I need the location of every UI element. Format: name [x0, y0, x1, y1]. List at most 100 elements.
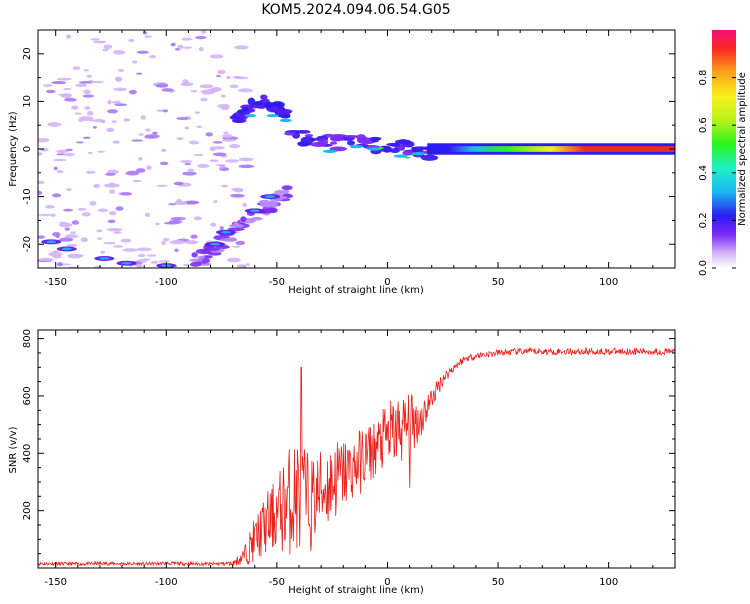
spectrogram-scatter-mark — [66, 34, 72, 39]
spectrogram-scatter-mark — [182, 171, 197, 176]
spectrogram-scatter-mark — [38, 213, 53, 216]
spectrogram-scatter-mark — [96, 237, 103, 240]
spectrogram-scatter-mark — [112, 140, 120, 144]
spectrogram-scatter-mark — [59, 237, 74, 242]
spectrogram-scatter-mark — [140, 115, 147, 120]
spectrogram-scatter-mark — [205, 132, 213, 137]
spectrogram-scatter-mark — [93, 183, 101, 188]
snr-x-tick-label: 100 — [599, 577, 618, 588]
spectrogram-scatter-mark — [225, 159, 240, 163]
spectrogram-scatter-mark — [144, 134, 160, 139]
spectrogram-scatter-mark — [135, 168, 146, 173]
spectrogram-scatter-mark — [169, 239, 186, 245]
spectrogram-scatter-mark — [106, 127, 115, 133]
spectrogram-scatter-mark — [85, 170, 96, 174]
spectrogram-scatter-mark — [64, 234, 79, 239]
spectrogram-lower-branch-mark — [260, 201, 277, 208]
spectrogram-scatter-mark — [111, 100, 121, 104]
spectrogram-x-tick-label: -100 — [155, 277, 178, 288]
spectrogram-scatter-mark — [47, 122, 62, 127]
spectrogram-scatter-mark — [173, 200, 188, 206]
spectrogram-scatter-mark — [190, 234, 198, 239]
spectrogram-scatter-mark — [42, 84, 53, 87]
spectrogram-scatter-mark — [83, 89, 91, 95]
snr-x-tick-label: 50 — [492, 577, 505, 588]
spectrogram-scatter-mark — [216, 74, 222, 78]
spectrogram-scatter-mark — [213, 200, 218, 204]
spectrogram-scatter-mark — [82, 136, 91, 140]
spectrogram-y-tick-label: 0 — [22, 146, 33, 152]
spectrogram-scatter-mark — [103, 241, 116, 245]
spectrogram-scatter-mark — [162, 237, 170, 242]
spectrogram-lower-branch-mark — [227, 227, 245, 231]
spectrogram-x-tick-label: -50 — [269, 277, 285, 288]
colorbar: 0.0 0.2 0.4 0.6 0.8 Normalized spectral ampl… — [698, 30, 748, 276]
spectrogram-scatter-mark — [198, 47, 204, 52]
spectrogram-transition-mark — [420, 154, 439, 161]
spectrogram-scatter-mark — [106, 227, 123, 232]
spectrogram-upper-arc-core — [244, 114, 257, 118]
spectrogram-lower-patch-core — [61, 247, 72, 251]
spectrogram-scatter-mark — [187, 168, 195, 172]
spectrogram-scatter-mark — [38, 152, 43, 156]
spectrogram-scatter-mark — [118, 68, 125, 72]
spectrogram-upper-arc-core — [266, 114, 279, 118]
spectrogram-scatter-mark — [196, 163, 210, 169]
spectrogram-upper-arc-mark — [260, 94, 268, 100]
spectrogram-transition-mark — [310, 141, 326, 147]
snr-x-tick-label: 0 — [384, 577, 390, 588]
spectrogram-scatter-mark — [155, 222, 160, 226]
spectrogram-scatter-mark — [130, 139, 144, 142]
spectrogram-scatter-mark — [196, 125, 203, 129]
colorbar-tick-label: 0.0 — [698, 260, 709, 276]
spectrogram-scatter-mark — [212, 152, 227, 157]
spectrogram-scatter-mark — [92, 40, 106, 43]
spectrogram-lower-branch-mark — [197, 255, 206, 260]
spectrogram-scatter-mark — [82, 94, 95, 98]
spectrogram-y-tick-label: -20 — [22, 236, 33, 252]
spectrogram-scatter-mark — [170, 42, 176, 47]
spectrogram-scatter-mark — [45, 89, 56, 94]
spectrogram-scatter-mark — [89, 201, 97, 206]
spectrogram-scatter-mark — [59, 222, 73, 228]
snr-frame — [37, 329, 676, 569]
spectrogram-scatter-mark — [161, 240, 167, 246]
spectrogram-lower-patch-core — [46, 240, 57, 244]
spectrogram-scatter-mark — [63, 152, 76, 157]
spectrogram-scatter-mark — [238, 88, 254, 93]
spectrogram-transition-mark — [295, 129, 311, 134]
spectrogram-x-tick-label: 100 — [599, 277, 618, 288]
spectrogram-lower-branch-mark — [204, 247, 220, 252]
snr-x-tick-label: -150 — [44, 577, 67, 588]
spectrogram-x-tick-label: -150 — [44, 277, 67, 288]
spectrogram-lower-patch-core — [209, 242, 220, 246]
spectrogram-lower-patch-core — [265, 195, 276, 198]
spectrogram-scatter-mark — [71, 220, 80, 225]
colorbar-tick-label: 0.2 — [698, 212, 709, 228]
spectrogram-transition-mark — [410, 146, 429, 150]
spectrogram-scatter-mark — [209, 159, 219, 163]
spectrogram-scatter-mark — [92, 126, 97, 129]
colorbar-ticks: 0.0 0.2 0.4 0.6 0.8 — [698, 70, 736, 276]
spectrogram-x-axis-label: Height of straight line (km) — [288, 285, 424, 296]
spectrogram-scatter-mark — [229, 84, 239, 89]
snr-panel: -150 -100 -50 0 50 100 200 400 600 800 Height of … — [8, 329, 676, 596]
figure-title: KOM5.2024.094.06.54.G05 — [261, 2, 450, 18]
spectrogram-y-axis-label: Frequency (Hz) — [8, 111, 19, 187]
spectrogram-transition-core — [349, 145, 364, 149]
snr-x-axis-label: Height of straight line (km) — [288, 585, 424, 596]
spectrogram-lower-branch-mark — [281, 185, 293, 191]
spectrogram-upper-arc-mark — [248, 104, 260, 109]
spectrogram-scatter-mark — [170, 217, 187, 221]
snr-y-axis-label: SNR (v/v) — [8, 426, 19, 473]
spectrogram-upper-arc-mark — [264, 101, 274, 109]
spectrogram-scatter-mark — [63, 208, 74, 212]
spectrogram-lower-patch-core — [249, 209, 260, 213]
spectrogram-scatter-mark — [145, 128, 151, 132]
snr-y-tick-label: 600 — [22, 386, 33, 405]
spectrogram-lower-branch-mark — [189, 258, 203, 262]
spectrogram-transition-mark — [386, 142, 400, 147]
spectrogram-scatter-mark — [113, 231, 122, 234]
colorbar-gradient — [712, 30, 736, 268]
spectrogram-scatter-mark — [51, 193, 62, 198]
